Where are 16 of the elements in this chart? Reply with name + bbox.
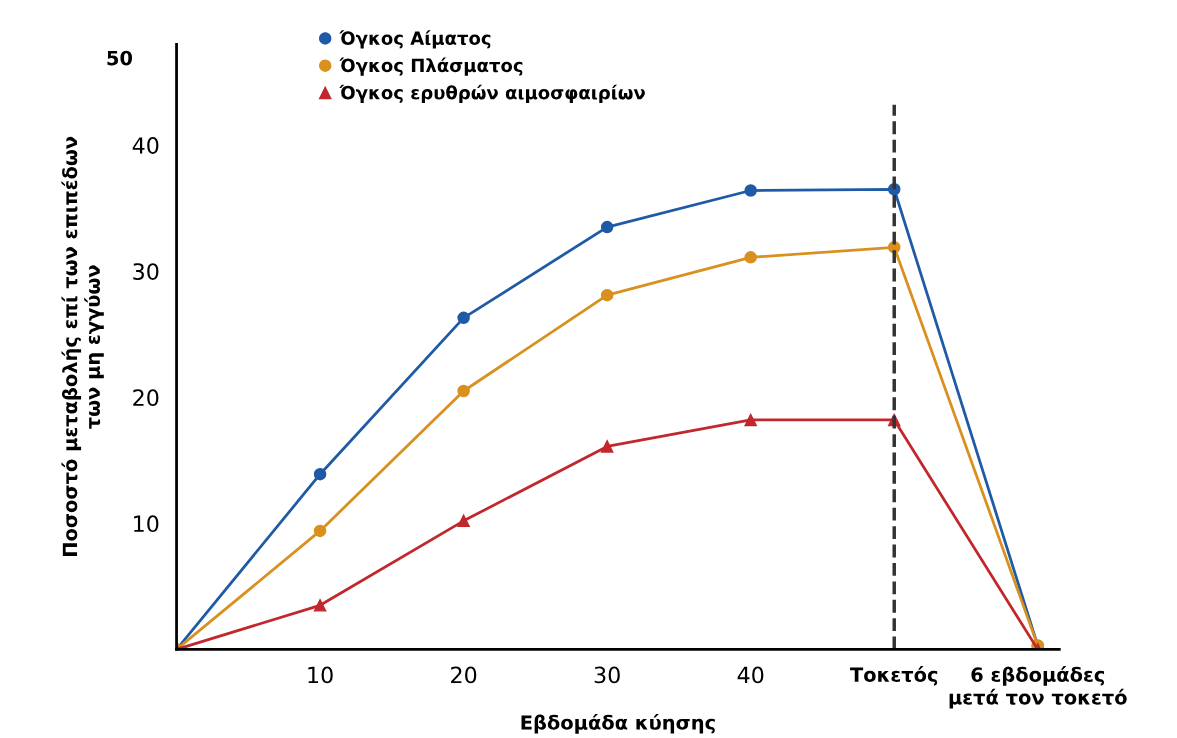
legend-label: Όγκος ερυθρών αιμοσφαιρίων [339,84,645,103]
x-tick-label: 6 εβδομάδες μετά τον τοκετό [949,666,1127,709]
text: 50 [107,50,133,66]
y-tick-label: 30 [133,263,159,280]
x-tick-label: Τοκετός [850,666,938,686]
y-tick-label: 40 [132,137,159,154]
x-tick-label: 10 [308,666,333,684]
x-tick-label: 20 [451,666,477,684]
x-tick-label: 40 [737,666,764,684]
y-tick-label: 10 [134,515,159,533]
x-tick-label: 30 [594,666,620,684]
x-axis-title: Εβδομάδα κύησης [521,714,715,734]
y-axis-title: Ποσοστό μεταβολής επί των επιπέδων των μη εγγύων [61,136,104,556]
legend-label: Όγκος Πλάσματος [339,57,523,76]
legend-label: Όγκος Αίματος [339,30,491,49]
y-tick-label: 20 [133,389,159,407]
